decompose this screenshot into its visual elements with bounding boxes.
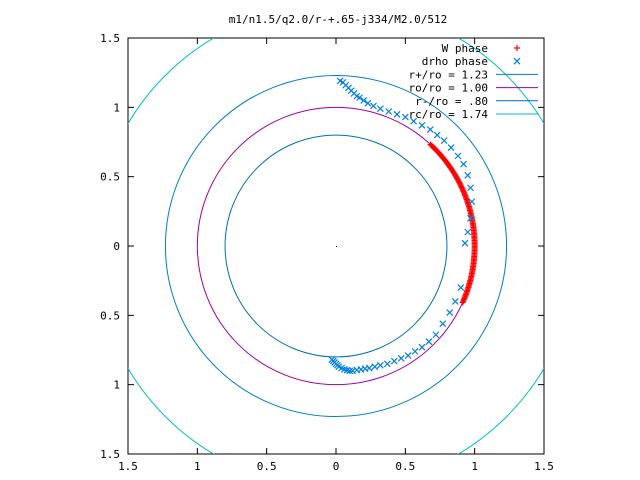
drho-phase-point xyxy=(353,92,361,100)
drho-phase-point xyxy=(457,284,465,292)
y-tick-label: 0.5 xyxy=(100,309,120,322)
x-tick-label: 0.5 xyxy=(257,460,277,473)
drho-phase-point xyxy=(467,214,474,222)
drho-phase-point xyxy=(446,309,454,316)
x-tick-label: 0.5 xyxy=(395,460,415,473)
drho-phase-point xyxy=(376,361,384,369)
drho-phase-point xyxy=(464,171,472,179)
x-tick-label: 0 xyxy=(333,460,340,473)
drho-phase-point xyxy=(410,117,418,125)
drho-phase-point xyxy=(360,96,368,104)
drho-phase-point xyxy=(376,105,384,113)
drho-phase-point xyxy=(467,184,474,192)
legend-label: r+/ro = 1.23 xyxy=(409,68,488,81)
drho-phase-point xyxy=(353,366,361,374)
drho-phase-point xyxy=(439,320,447,328)
drho-phase-point xyxy=(340,365,348,373)
x-tick-label: 1 xyxy=(194,460,201,473)
origin-dot xyxy=(336,246,337,247)
drho-phase-point xyxy=(418,121,426,129)
drho-phase-point xyxy=(426,126,434,133)
drho-phase-point xyxy=(451,298,459,305)
y-tick-label: 1 xyxy=(113,101,120,114)
drho-phase-point xyxy=(328,356,336,364)
drho-phase-point xyxy=(513,57,521,65)
reference-circles xyxy=(128,38,544,454)
drho-phase-point xyxy=(346,367,354,375)
drho-phase-point xyxy=(365,364,373,372)
y-tick-label: 1.5 xyxy=(100,32,120,45)
drho-phase-point xyxy=(338,364,345,372)
y-tick-label: 1.5 xyxy=(100,448,120,461)
chart-title: m1/n1.5/q2.0/r-+.65-j334/M2.0/512 xyxy=(229,13,448,26)
drho-phase-point xyxy=(370,102,377,110)
legend-label: W phase xyxy=(442,42,488,55)
drho-phase-point xyxy=(393,110,401,118)
drho-phase-point xyxy=(447,144,455,151)
drho-phase-point xyxy=(385,108,393,115)
drho-phase-point xyxy=(349,367,357,375)
drho-phase-point xyxy=(371,363,379,371)
drho-phase-point xyxy=(343,366,351,374)
drho-phase-point xyxy=(461,239,469,247)
drho-phase-point xyxy=(425,338,433,346)
x-tick-label: 1 xyxy=(471,460,478,473)
drho-phase-point xyxy=(390,357,398,365)
legend-label: ro/ro = 1.00 xyxy=(409,82,488,95)
drho-phase-point xyxy=(418,343,426,351)
axes: 1.5 1 0.5 0 0.5 1 1.51.510.500.511.5 xyxy=(100,32,554,473)
drho-phase-point xyxy=(440,137,448,145)
drho-phase-point xyxy=(454,152,462,160)
reference-circle xyxy=(128,38,544,454)
reference-circle xyxy=(224,134,448,358)
drho-phase-point xyxy=(397,354,405,362)
drho-phase-point xyxy=(336,77,344,85)
drho-phase-point xyxy=(464,228,472,236)
x-tick-label: 1.5 xyxy=(118,460,138,473)
legend-label: r-/ro = .80 xyxy=(415,95,488,108)
data-points xyxy=(328,77,478,375)
y-tick-label: 1 xyxy=(113,379,120,392)
center-dot xyxy=(336,246,337,247)
drho-phase-point xyxy=(404,352,412,359)
legend-label: rc/ro = 1.74 xyxy=(409,108,489,121)
drho-phase-point xyxy=(411,347,419,355)
legend-label: drho phase xyxy=(422,55,488,68)
x-tick-label: 1.5 xyxy=(534,460,554,473)
drho-phase-point xyxy=(383,360,391,368)
reference-circle xyxy=(164,74,508,418)
drho-phase-point xyxy=(356,94,363,102)
drho-phase-point xyxy=(460,160,467,168)
y-tick-label: 0 xyxy=(113,240,120,253)
drho-phase-point xyxy=(401,113,409,121)
drho-phase-point xyxy=(364,99,372,107)
y-tick-label: 0.5 xyxy=(100,171,120,184)
drho-phase-point xyxy=(361,365,369,373)
drho-phase-point xyxy=(433,131,441,139)
drho-phase-point xyxy=(468,198,476,206)
drho-phase-point xyxy=(432,331,440,339)
drho-phase-point xyxy=(357,365,365,373)
